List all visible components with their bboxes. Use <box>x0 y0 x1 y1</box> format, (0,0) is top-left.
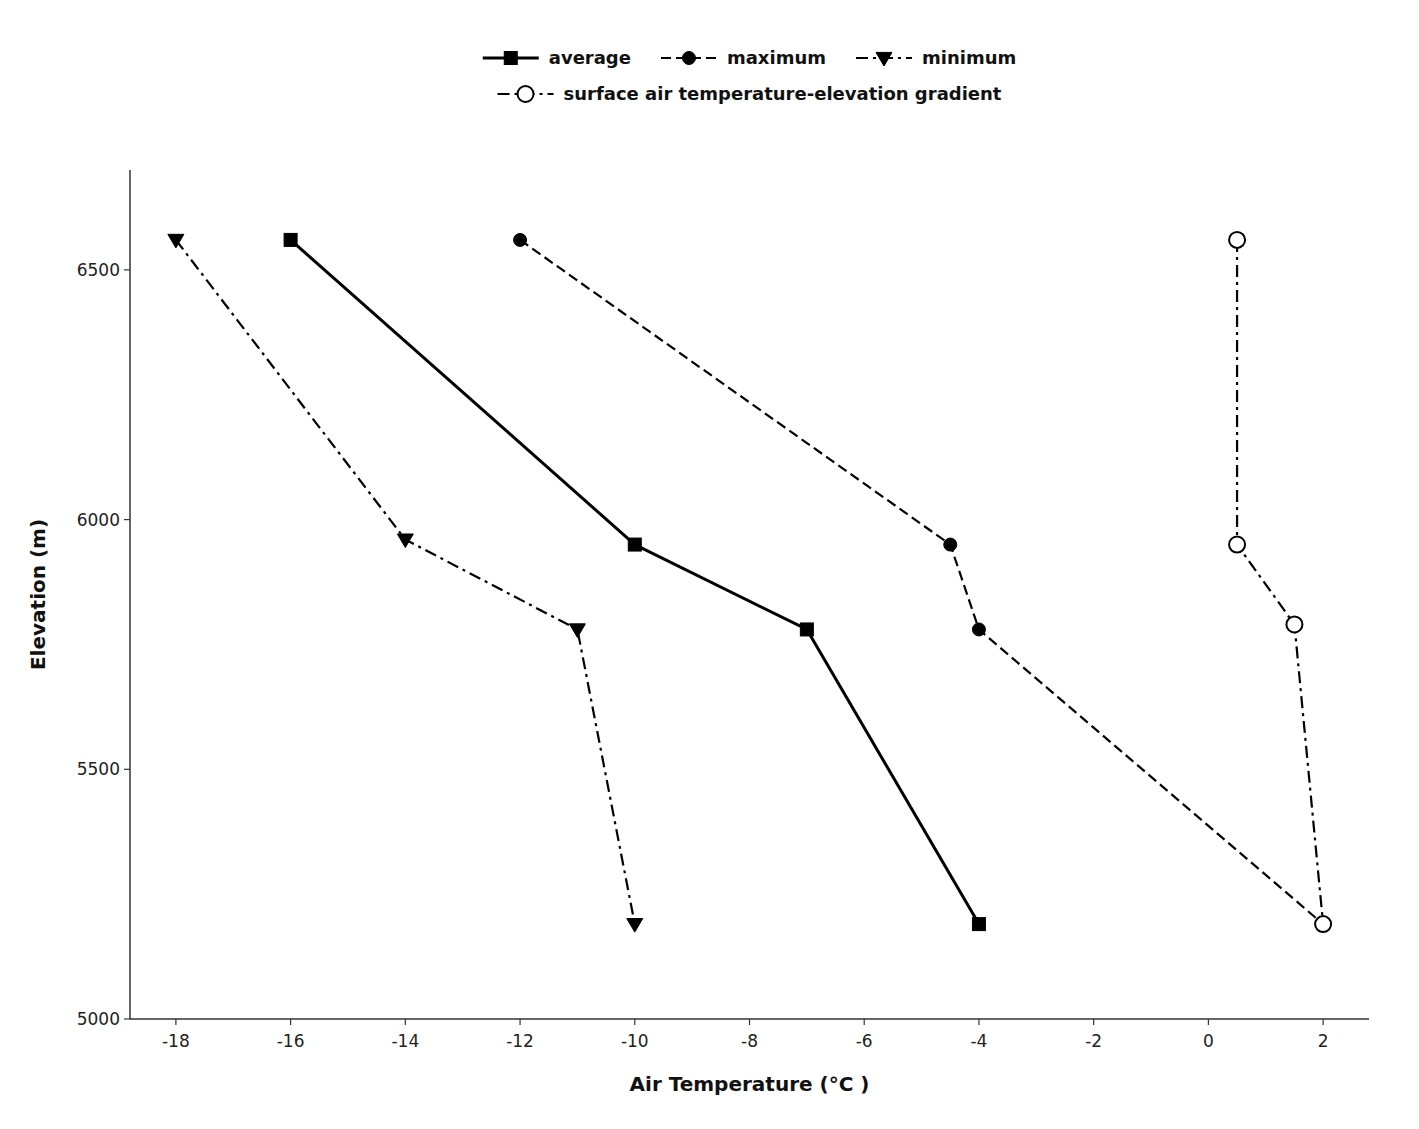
point-marker <box>569 624 585 638</box>
x-tick <box>290 1019 291 1025</box>
y-tick <box>124 269 130 270</box>
x-tick-label: -6 <box>856 1031 873 1051</box>
point-marker <box>1229 537 1245 553</box>
point-marker <box>972 623 985 636</box>
x-tick-label: -8 <box>741 1031 758 1051</box>
legend: average maximum minimum surface air tempera… <box>483 47 1016 104</box>
point-marker <box>284 233 297 246</box>
chart: -18 -16 -14 -12 -10 -8 -6 -4 -2 0 2 5000 5500 6000 650… <box>0 0 1419 1129</box>
x-tick <box>749 1019 750 1025</box>
point-marker <box>168 234 184 248</box>
plot-area <box>168 232 1331 932</box>
series-line <box>520 240 1323 924</box>
point-marker <box>1286 616 1302 632</box>
x-tick <box>1208 1019 1209 1025</box>
x-tick-label: -2 <box>1085 1031 1102 1051</box>
x-tick-label: -10 <box>621 1031 649 1051</box>
y-tick <box>124 1018 130 1019</box>
y-tick-label: 5000 <box>77 1009 120 1029</box>
x-tick <box>405 1019 406 1025</box>
x-tick <box>1323 1019 1324 1025</box>
y-tick <box>124 769 130 770</box>
point-marker <box>397 534 413 548</box>
x-tick <box>634 1019 635 1025</box>
x-tick-label: -14 <box>391 1031 419 1051</box>
point-marker <box>1229 232 1245 248</box>
legend-item: surface air temperature-elevation gradie… <box>498 83 1002 104</box>
legend-handle-marker <box>682 52 695 65</box>
x-tick <box>978 1019 979 1025</box>
background <box>0 0 1419 1129</box>
x-tick-label: 2 <box>1318 1031 1329 1051</box>
y-axis-line <box>129 170 131 1019</box>
x-tick <box>519 1019 520 1025</box>
point-marker <box>1315 916 1331 932</box>
point-marker <box>627 919 643 933</box>
point-marker <box>514 233 527 246</box>
legend-label: surface air temperature-elevation gradie… <box>564 83 1002 104</box>
x-tick <box>1093 1019 1094 1025</box>
legend-label: maximum <box>727 47 826 68</box>
legend-handle-marker <box>518 86 534 102</box>
y-tick-label: 6000 <box>77 510 120 530</box>
x-tick-label: 0 <box>1203 1031 1214 1051</box>
x-tick-label: -12 <box>506 1031 534 1051</box>
x-tick-label: -18 <box>162 1031 190 1051</box>
legend-item: minimum <box>856 47 1016 68</box>
y-axis-label: Elevation (m) <box>26 519 50 670</box>
legend-item: maximum <box>661 47 826 68</box>
x-tick-label: -4 <box>970 1031 987 1051</box>
series-line <box>1237 240 1323 924</box>
legend-item: average <box>483 47 631 68</box>
point-marker <box>944 538 957 551</box>
point-marker <box>800 623 813 636</box>
y-tick-label: 6500 <box>77 260 120 280</box>
legend-label: minimum <box>922 47 1016 68</box>
y-tick <box>124 519 130 520</box>
legend-handle-marker <box>876 52 892 66</box>
x-tick-label: -16 <box>277 1031 305 1051</box>
series-line <box>176 240 635 924</box>
y-tick-label: 5500 <box>77 759 120 779</box>
point-marker <box>972 918 985 931</box>
legend-handle-marker <box>504 52 517 65</box>
point-marker <box>628 538 641 551</box>
x-tick <box>175 1019 176 1025</box>
series-line <box>291 240 979 924</box>
x-tick <box>864 1019 865 1025</box>
x-axis-label: Air Temperature (°C ) <box>630 1072 870 1096</box>
legend-label: average <box>549 47 631 68</box>
